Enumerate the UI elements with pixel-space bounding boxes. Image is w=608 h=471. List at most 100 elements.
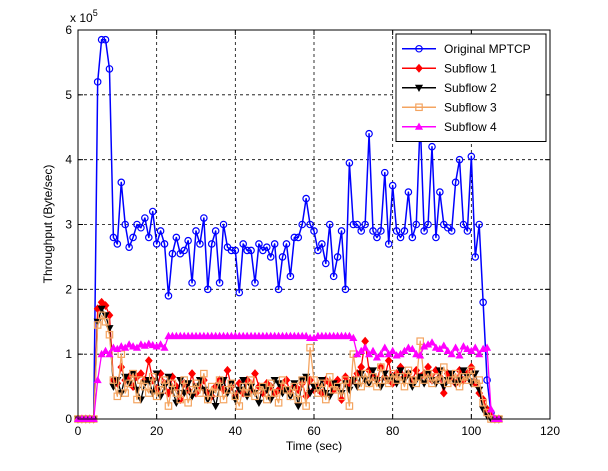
data-point-subflow4 [380, 343, 389, 351]
data-point-subflow3 [188, 386, 196, 394]
data-point-subflow3 [148, 373, 157, 381]
data-point-subflow3 [231, 392, 240, 401]
data-point-original [357, 227, 366, 235]
data-point-original [137, 223, 145, 232]
data-point-original [121, 220, 130, 229]
data-point-subflow3 [137, 376, 145, 384]
data-point-subflow2 [219, 377, 228, 385]
data-point-subflow3 [373, 382, 381, 391]
data-point-subflow3 [266, 379, 275, 388]
data-point-subflow4 [376, 349, 385, 358]
data-point-subflow3 [235, 402, 244, 410]
data-point-original [290, 233, 299, 242]
data-point-subflow3 [200, 369, 208, 378]
data-point-original [211, 227, 220, 235]
data-point-subflow3 [156, 386, 165, 394]
data-point-original [164, 292, 173, 300]
data-point-original [200, 214, 208, 222]
data-point-subflow3 [152, 392, 161, 401]
data-point-original [380, 168, 389, 177]
data-point-original [345, 159, 354, 167]
data-point-subflow4 [459, 342, 468, 350]
data-point-subflow3 [424, 369, 432, 378]
data-point-subflow3 [325, 373, 334, 381]
data-point-subflow2 [376, 383, 385, 391]
data-point-subflow4 [101, 346, 110, 354]
data-point-original [274, 285, 283, 294]
data-point-original [420, 227, 428, 235]
data-point-original [160, 240, 169, 248]
y-tick-label: 1 [65, 347, 72, 361]
data-point-subflow4 [148, 340, 157, 349]
legend: Original MPTCP Subflow 1 Subflow 2 Subflow … [395, 33, 547, 142]
data-point-original [325, 220, 334, 229]
data-point-original [392, 227, 401, 235]
legend-marker [415, 63, 423, 73]
data-point-original [424, 220, 432, 229]
data-point-original [314, 246, 322, 255]
data-point-subflow4 [431, 343, 440, 351]
data-point-subflow3 [239, 382, 248, 391]
data-point-subflow3 [369, 373, 377, 381]
legend-label: Subflow 2 [444, 81, 497, 95]
data-point-original [412, 220, 421, 229]
data-point-subflow4 [443, 346, 452, 354]
legend-item-original: Original MPTCP [402, 42, 531, 56]
data-point-original [227, 246, 236, 255]
x-tick-label: 60 [307, 424, 321, 438]
data-point-subflow3 [440, 363, 448, 371]
data-point-original [101, 35, 110, 44]
data-point-subflow3 [204, 395, 212, 404]
data-point-subflow3 [310, 376, 318, 384]
data-point-original [475, 220, 484, 229]
data-point-original [310, 227, 318, 235]
data-point-original [97, 35, 106, 44]
data-point-original [184, 236, 192, 245]
data-point-original [479, 298, 487, 307]
data-point-subflow3 [109, 376, 118, 384]
data-point-original [302, 194, 310, 203]
data-point-subflow3 [113, 392, 122, 401]
data-point-original [337, 227, 346, 235]
data-point-subflow4 [302, 331, 311, 340]
data-point-subflow2 [211, 402, 220, 411]
data-point-subflow2 [459, 367, 468, 375]
y-tick-label: 5 [65, 88, 72, 102]
data-point-subflow3 [172, 389, 181, 397]
data-point-original [172, 233, 181, 242]
data-point-original [251, 279, 259, 287]
legend-label: Subflow 1 [444, 61, 497, 75]
y-tick-label: 3 [65, 218, 72, 232]
data-point-subflow3 [333, 382, 342, 391]
data-point-original [428, 142, 436, 151]
data-point-original [266, 253, 275, 261]
y-tick-label: 0 [65, 412, 72, 426]
data-point-subflow3 [290, 382, 299, 391]
data-point-original [329, 272, 338, 281]
data-point-original [215, 279, 224, 287]
data-point-original [105, 65, 114, 73]
data-point-original [483, 376, 491, 384]
data-point-original [180, 246, 189, 255]
data-point-subflow3 [400, 382, 409, 391]
data-point-subflow3 [117, 350, 126, 358]
data-point-subflow3 [93, 321, 102, 329]
data-point-subflow2 [101, 312, 110, 320]
data-point-subflow3 [192, 379, 200, 388]
data-point-subflow4 [117, 342, 126, 350]
data-point-original [369, 227, 377, 235]
data-point-subflow3 [168, 379, 177, 388]
data-point-original [467, 152, 476, 161]
data-point-subflow2 [357, 370, 366, 378]
data-point-original [243, 246, 251, 255]
data-point-original [451, 178, 460, 187]
data-point-subflow3 [357, 382, 366, 391]
data-point-original [148, 207, 157, 216]
data-point-original [298, 220, 307, 229]
data-point-subflow4 [427, 338, 437, 346]
legend-marker [414, 84, 424, 92]
data-point-subflow4 [447, 349, 456, 358]
data-point-subflow4 [455, 351, 464, 359]
data-point-subflow3 [337, 392, 346, 401]
